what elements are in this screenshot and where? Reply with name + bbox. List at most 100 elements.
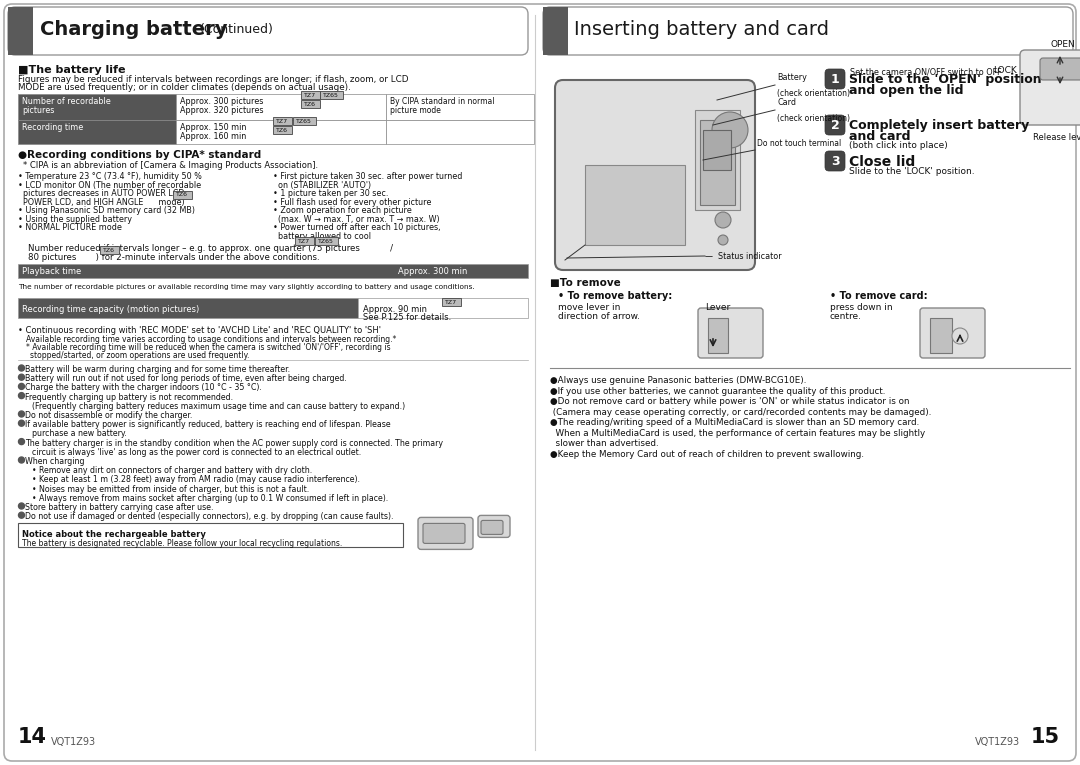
- Bar: [585, 165, 685, 245]
- Text: VQT1Z93: VQT1Z93: [51, 737, 96, 747]
- Circle shape: [18, 374, 25, 380]
- Text: * Available recording time will be reduced when the camera is switched 'ON'/'OFF: * Available recording time will be reduc…: [26, 343, 391, 352]
- Bar: [18, 120, 176, 144]
- Text: Do not use if damaged or dented (especially connectors), e.g. by dropping (can c: Do not use if damaged or dented (especia…: [25, 513, 393, 521]
- Text: • LCD monitor ON (The number of recordable: • LCD monitor ON (The number of recordab…: [18, 181, 201, 190]
- Bar: [930, 318, 951, 353]
- Text: Approx. 150 min: Approx. 150 min: [180, 123, 246, 132]
- Circle shape: [718, 235, 728, 245]
- Text: • Remove any dirt on connectors of charger and battery with dry cloth.: • Remove any dirt on connectors of charg…: [32, 466, 312, 475]
- Text: Recording time capacity (motion pictures): Recording time capacity (motion pictures…: [22, 305, 199, 314]
- Bar: [357, 298, 528, 318]
- Text: 2: 2: [831, 119, 839, 132]
- FancyBboxPatch shape: [478, 516, 510, 537]
- Text: TZ7: TZ7: [275, 119, 287, 123]
- Text: Inserting battery and card: Inserting battery and card: [573, 19, 829, 38]
- FancyBboxPatch shape: [825, 151, 845, 171]
- FancyBboxPatch shape: [698, 308, 762, 358]
- Text: Card: Card: [777, 98, 796, 107]
- Text: Lever: Lever: [705, 303, 730, 312]
- Text: (max. W → max. T, or max. T → max. W): (max. W → max. T, or max. T → max. W): [273, 214, 440, 223]
- Text: Slide to the 'OPEN' position: Slide to the 'OPEN' position: [849, 73, 1041, 86]
- Text: (check orientation): (check orientation): [777, 89, 850, 98]
- Circle shape: [18, 513, 25, 518]
- Text: Approx. 320 pictures: Approx. 320 pictures: [180, 106, 264, 115]
- Text: TZ7: TZ7: [303, 93, 315, 97]
- Bar: [696, 110, 740, 210]
- Text: 14: 14: [18, 727, 48, 747]
- Text: ●The reading/writing speed of a MultiMediaCard is slower than an SD memory card.: ●The reading/writing speed of a MultiMed…: [550, 418, 919, 427]
- Bar: [386, 120, 534, 144]
- Text: Approx. 300 min: Approx. 300 min: [399, 266, 468, 275]
- Text: TZ6: TZ6: [275, 128, 287, 132]
- Text: OPEN: OPEN: [1051, 40, 1076, 49]
- Bar: [315, 237, 338, 245]
- Text: Approx. 160 min: Approx. 160 min: [180, 132, 246, 141]
- Text: pictures decreases in AUTO POWER LCD,: pictures decreases in AUTO POWER LCD,: [18, 189, 187, 198]
- Circle shape: [18, 365, 25, 371]
- FancyBboxPatch shape: [418, 517, 473, 549]
- FancyBboxPatch shape: [423, 523, 465, 543]
- Text: Slide to the 'LOCK' position.: Slide to the 'LOCK' position.: [849, 167, 974, 176]
- Text: (Camera may cease operating correctly, or card/recorded contents may be damaged): (Camera may cease operating correctly, o…: [550, 408, 931, 416]
- Text: 3: 3: [831, 155, 839, 168]
- Text: • Power turned off after each 10 pictures,: • Power turned off after each 10 picture…: [273, 223, 441, 232]
- Text: Playback time: Playback time: [22, 266, 81, 275]
- Text: * CIPA is an abbreviation of [Camera & Imaging Products Association].: * CIPA is an abbreviation of [Camera & I…: [23, 161, 319, 170]
- FancyBboxPatch shape: [8, 7, 528, 55]
- Text: • First picture taken 30 sec. after power turned: • First picture taken 30 sec. after powe…: [273, 172, 462, 181]
- Text: stopped/started, or zoom operations are used frequently.: stopped/started, or zoom operations are …: [30, 351, 249, 360]
- Text: Approx. 90 min: Approx. 90 min: [363, 305, 427, 314]
- Text: move lever in: move lever in: [558, 303, 620, 312]
- FancyBboxPatch shape: [1040, 58, 1080, 80]
- Text: ■The battery life: ■The battery life: [18, 65, 125, 75]
- FancyBboxPatch shape: [555, 80, 755, 270]
- Text: Charging battery: Charging battery: [40, 19, 228, 38]
- Text: —  Status indicator: — Status indicator: [705, 252, 782, 261]
- FancyBboxPatch shape: [543, 7, 1074, 55]
- Text: 15: 15: [1031, 727, 1059, 747]
- Text: ●Do not remove card or battery while power is 'ON' or while status indicator is : ●Do not remove card or battery while pow…: [550, 397, 909, 406]
- Text: (both click into place): (both click into place): [849, 141, 948, 150]
- Circle shape: [18, 383, 25, 389]
- Text: • Keep at least 1 m (3.28 feet) away from AM radio (may cause radio interference: • Keep at least 1 m (3.28 feet) away fro…: [32, 475, 360, 484]
- Circle shape: [18, 411, 25, 417]
- Bar: [700, 120, 735, 205]
- FancyBboxPatch shape: [8, 7, 33, 55]
- Bar: [8, 7, 33, 55]
- Text: purchase a new battery.: purchase a new battery.: [32, 429, 126, 438]
- Bar: [703, 130, 731, 170]
- Text: TZ7: TZ7: [297, 239, 310, 243]
- Text: Figures may be reduced if intervals between recordings are longer; if flash, zoo: Figures may be reduced if intervals betw…: [18, 75, 408, 84]
- Bar: [301, 100, 320, 108]
- Bar: [301, 91, 320, 99]
- FancyBboxPatch shape: [825, 115, 845, 135]
- Text: LOCK: LOCK: [994, 66, 1017, 74]
- Text: TZ7: TZ7: [445, 300, 457, 304]
- Text: ●Always use genuine Panasonic batteries (DMW-BCG10E).: ●Always use genuine Panasonic batteries …: [550, 376, 807, 385]
- Text: • To remove card:: • To remove card:: [831, 291, 928, 301]
- Bar: [18, 94, 176, 120]
- Bar: [442, 298, 460, 306]
- FancyBboxPatch shape: [4, 4, 1076, 761]
- Text: TZ65: TZ65: [296, 119, 311, 123]
- Text: (Frequently charging battery reduces maximum usage time and can cause battery to: (Frequently charging battery reduces max…: [32, 402, 405, 411]
- Text: and open the lid: and open the lid: [849, 84, 963, 97]
- Text: If available battery power is significantly reduced, battery is reaching end of : If available battery power is significan…: [25, 420, 391, 429]
- Text: Set the camera ON/OFF switch to OFF: Set the camera ON/OFF switch to OFF: [850, 67, 1001, 76]
- Circle shape: [18, 392, 25, 399]
- Text: When a MultiMediaCard is used, the performance of certain features may be slight: When a MultiMediaCard is used, the perfo…: [550, 428, 926, 438]
- Text: • Noises may be emitted from inside of charger, but this is not a fault.: • Noises may be emitted from inside of c…: [32, 484, 309, 493]
- Bar: [273, 126, 292, 134]
- Text: ●Recording conditions by CIPA* standard: ●Recording conditions by CIPA* standard: [18, 150, 261, 160]
- Text: VQT1Z93: VQT1Z93: [975, 737, 1021, 747]
- Text: See P.125 for details.: See P.125 for details.: [363, 313, 451, 322]
- FancyBboxPatch shape: [920, 308, 985, 358]
- Text: picture mode: picture mode: [390, 106, 441, 115]
- Text: • NORMAL PICTURE mode: • NORMAL PICTURE mode: [18, 223, 122, 232]
- Text: The battery charger is in the standby condition when the AC power supply cord is: The battery charger is in the standby co…: [25, 438, 443, 448]
- Text: • To remove battery:: • To remove battery:: [558, 291, 672, 301]
- Text: Battery will be warm during charging and for some time thereafter.: Battery will be warm during charging and…: [25, 365, 291, 374]
- Text: ●Keep the Memory Card out of reach of children to prevent swallowing.: ●Keep the Memory Card out of reach of ch…: [550, 450, 864, 458]
- FancyBboxPatch shape: [481, 520, 503, 535]
